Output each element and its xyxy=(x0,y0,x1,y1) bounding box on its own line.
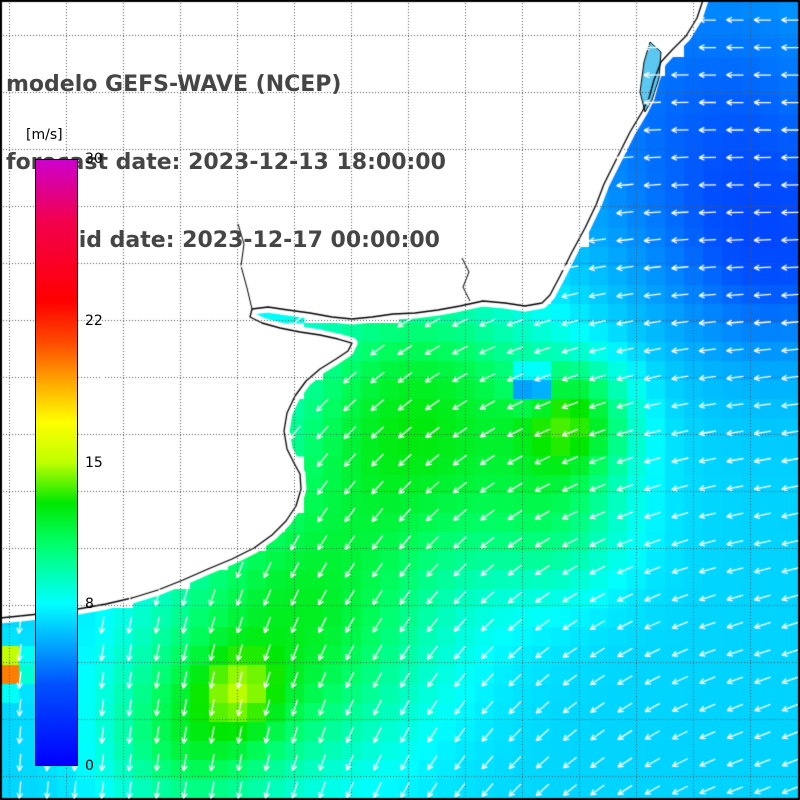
colorbar xyxy=(35,159,78,766)
model-name: modelo GEFS-WAVE (NCEP) xyxy=(6,72,342,97)
colorbar-tick-label: 8 xyxy=(85,596,94,613)
colorbar-tick-label: 15 xyxy=(85,454,103,471)
colorbar-tick-label: 22 xyxy=(85,312,103,329)
colorbar-tick-label: 30 xyxy=(85,151,103,167)
colorbar-tick-label: 0 xyxy=(85,758,94,774)
colorbar-unit-label: [m/s] xyxy=(26,127,63,143)
